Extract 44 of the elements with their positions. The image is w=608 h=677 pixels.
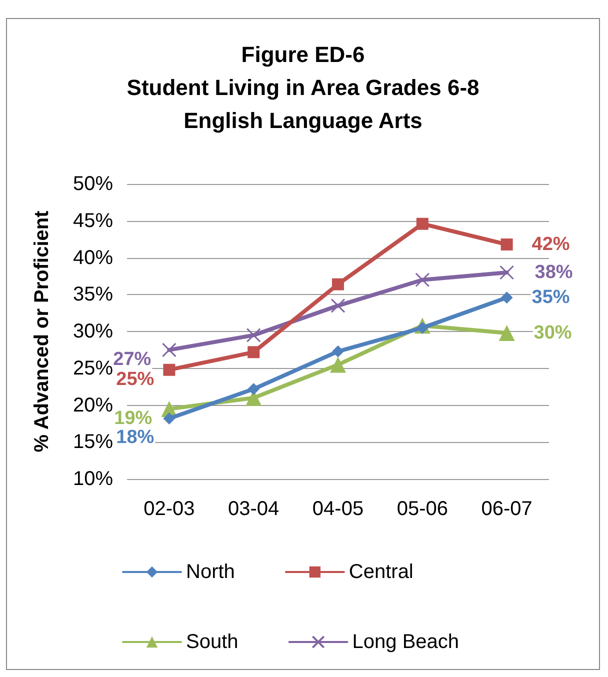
point: [500, 265, 514, 280]
y-tick-label: 15%: [72, 431, 114, 454]
legend-label: North: [186, 561, 235, 583]
x-tick-label: 02-03: [144, 498, 195, 520]
point: [498, 324, 515, 341]
y-tick-label: 50%: [72, 173, 114, 195]
x-tick-label: 05-06: [396, 498, 448, 520]
y-tick-label: 30%: [72, 320, 114, 342]
point: [246, 328, 261, 342]
point: [332, 278, 344, 290]
data-label: 19%: [114, 408, 152, 429]
y-axis-title: % Advanced or Proficient: [31, 210, 53, 452]
point: [332, 345, 344, 358]
x-tick-label: 03-04: [228, 498, 280, 520]
y-tick-label: 10%: [72, 468, 114, 490]
chart-title: Figure ED-6 Student Living in Area Grades 6-8 English Language Arts: [126, 42, 480, 133]
y-tick-label: 45%: [72, 210, 114, 232]
data-label: 27%: [113, 348, 152, 370]
y-tick-label: 35%: [72, 284, 114, 306]
data-label: 42%: [532, 234, 570, 255]
legend-label: Long Beach: [352, 631, 460, 653]
x-tick-label: 06-07: [481, 498, 532, 520]
point: [416, 218, 428, 230]
data-label: 35%: [532, 287, 570, 308]
y-tick-label: 25%: [72, 357, 114, 380]
data-label: 18%: [116, 426, 154, 448]
point: [162, 342, 176, 358]
data-label: 25%: [116, 368, 154, 390]
point: [248, 383, 260, 396]
data-label: 38%: [534, 262, 573, 283]
y-tick-label: 20%: [72, 394, 114, 416]
legend-label: South: [186, 631, 238, 653]
y-tick-label: 40%: [72, 246, 114, 269]
point: [330, 356, 346, 373]
point: [163, 412, 176, 425]
point: [248, 346, 260, 358]
point: [500, 292, 513, 304]
data-label: 30%: [534, 322, 572, 344]
point: [163, 364, 176, 376]
x-tick-label: 04-05: [312, 498, 364, 520]
legend-label: Central: [348, 561, 414, 583]
point: [330, 298, 346, 313]
point: [415, 272, 430, 288]
point: [500, 238, 513, 250]
